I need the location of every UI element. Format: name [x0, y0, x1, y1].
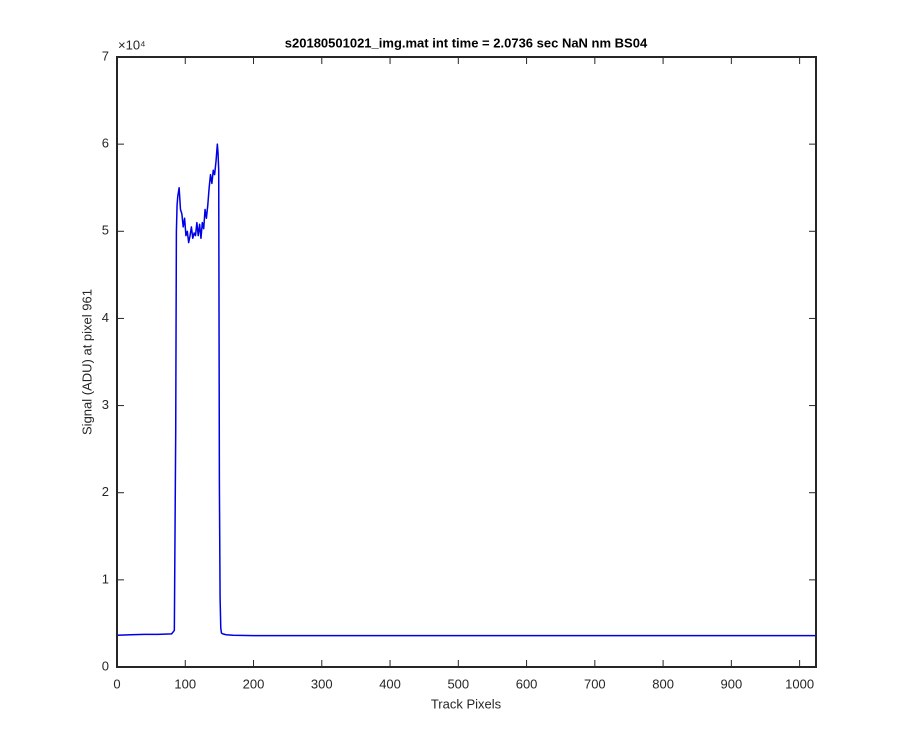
- x-tick-label: 600: [516, 676, 538, 691]
- y-tick-label: 5: [102, 223, 109, 238]
- axes-box: [116, 56, 817, 668]
- y-multiplier: ×10⁴: [118, 37, 146, 52]
- x-tick-label: 0: [113, 676, 120, 691]
- data-line: [116, 143, 816, 637]
- y-tick-label: 1: [102, 571, 109, 586]
- y-tick-label: 7: [102, 48, 109, 63]
- y-tick-label: 4: [102, 310, 109, 325]
- x-tick-label: 700: [584, 676, 606, 691]
- x-tick-label: 900: [721, 676, 743, 691]
- x-tick-label: 100: [174, 676, 196, 691]
- x-tick-label: 800: [652, 676, 674, 691]
- x-tick-label: 300: [311, 676, 333, 691]
- x-tick-label: 400: [379, 676, 401, 691]
- y-tick-label: 2: [102, 484, 109, 499]
- y-tick-label: 3: [102, 397, 109, 412]
- x-tick-label: 200: [243, 676, 265, 691]
- y-axis-label: Signal (ADU) at pixel 961: [79, 289, 94, 435]
- x-tick-label: 1000: [785, 676, 814, 691]
- x-tick-label: 500: [447, 676, 469, 691]
- y-tick-label: 0: [102, 658, 109, 673]
- x-axis-label: Track Pixels: [431, 696, 502, 711]
- y-tick-label: 6: [102, 136, 109, 151]
- chart-title: s20180501021_img.mat int time = 2.0736 s…: [285, 35, 648, 50]
